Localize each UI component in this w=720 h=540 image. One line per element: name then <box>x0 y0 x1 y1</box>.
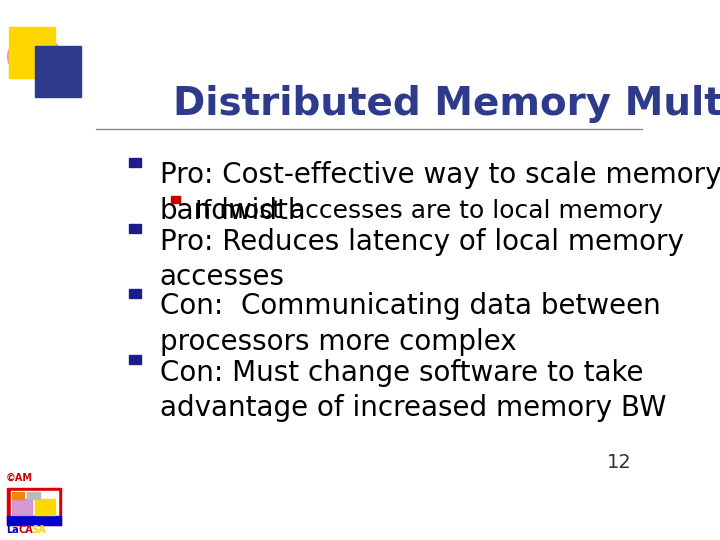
Bar <box>129 355 141 364</box>
Text: La: La <box>6 525 19 535</box>
Text: Pro: Reduces latency of local memory
accesses: Pro: Reduces latency of local memory acc… <box>160 228 683 292</box>
Text: Con: Must change software to take
advantage of increased memory BW: Con: Must change software to take advant… <box>160 359 666 422</box>
Text: Pro: Cost-effective way to scale memory
bandwidth: Pro: Cost-effective way to scale memory … <box>160 161 720 225</box>
Text: SA: SA <box>31 525 45 535</box>
Bar <box>12 500 32 515</box>
Text: If most accesses are to local memory: If most accesses are to local memory <box>195 199 663 223</box>
Bar <box>35 500 55 515</box>
Text: Distributed Memory Multiprocessor: Distributed Memory Multiprocessor <box>173 85 720 123</box>
Bar <box>7 488 61 525</box>
Bar <box>7 516 61 525</box>
Text: CA: CA <box>18 525 32 535</box>
Text: Con:  Communicating data between
processors more complex: Con: Communicating data between processo… <box>160 292 660 356</box>
Bar <box>129 288 141 298</box>
Bar <box>129 224 141 233</box>
Bar <box>11 491 58 525</box>
Bar <box>129 158 141 167</box>
Bar <box>27 492 40 500</box>
Text: 12: 12 <box>606 453 631 472</box>
Bar <box>12 492 24 500</box>
Text: ©AM: ©AM <box>6 473 33 483</box>
Bar <box>171 196 180 203</box>
